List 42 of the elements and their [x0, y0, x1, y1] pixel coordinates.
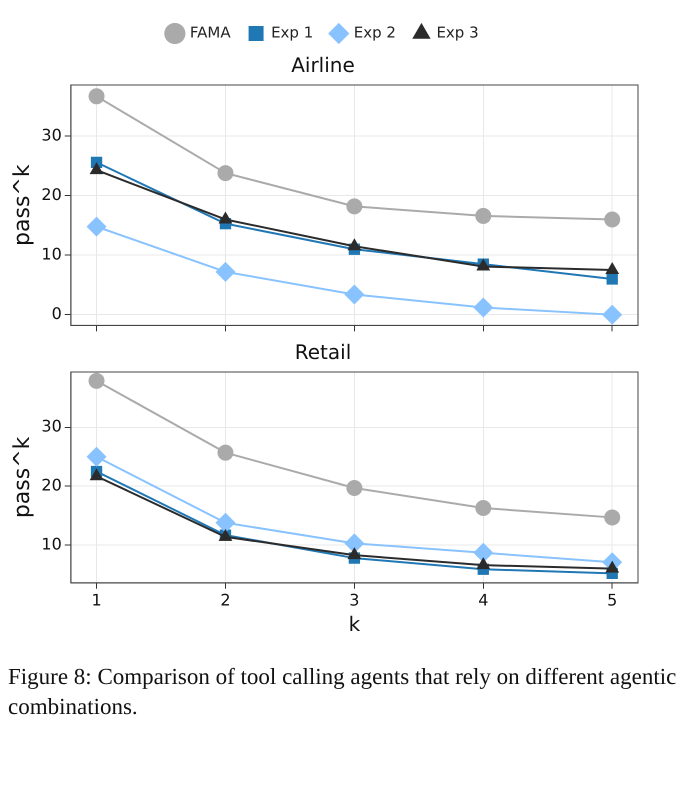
point	[346, 480, 362, 496]
y-tick-label: 20	[41, 475, 62, 494]
point	[606, 273, 618, 285]
point	[88, 88, 105, 104]
point	[217, 444, 234, 461]
x-tick-label: 3	[349, 590, 360, 610]
point	[475, 208, 492, 224]
point	[602, 304, 622, 325]
y-tick-label: 20	[41, 184, 62, 204]
y-tick-label: 10	[41, 534, 62, 554]
point	[346, 198, 362, 214]
point	[86, 446, 107, 467]
point	[217, 165, 234, 182]
caption: Figure 8: Comparison of tool calling agents that rely on different agentic combinations.	[8, 663, 678, 721]
point	[604, 211, 620, 228]
chart-title: Airline	[291, 53, 355, 78]
point	[475, 500, 492, 516]
point	[344, 284, 364, 304]
point	[215, 512, 236, 533]
legend-label: Exp 1	[271, 23, 314, 42]
y-axis-title: pass^k	[10, 436, 35, 518]
y-axis-title: pass^k	[10, 164, 35, 246]
chart-title: Retail	[294, 340, 352, 364]
y-tick-label: 30	[41, 416, 62, 436]
x-tick-label: 1	[91, 590, 102, 610]
point	[344, 533, 364, 554]
x-tick-label: 2	[220, 590, 231, 610]
x-axis-title: k	[348, 612, 361, 636]
x-tick-label: 5	[607, 590, 618, 610]
legend-label: FAMA	[190, 23, 232, 42]
y-tick-label: 30	[41, 125, 62, 144]
legend-label: Exp 3	[436, 23, 479, 42]
point	[88, 372, 105, 389]
point	[473, 542, 494, 563]
point	[473, 298, 494, 318]
y-tick-label: 0	[52, 304, 62, 323]
y-tick-label: 10	[41, 244, 62, 264]
point	[215, 262, 236, 282]
x-tick-label: 4	[478, 590, 488, 610]
legend-label: Exp 2	[354, 23, 396, 42]
point	[604, 509, 620, 526]
point	[86, 216, 107, 237]
